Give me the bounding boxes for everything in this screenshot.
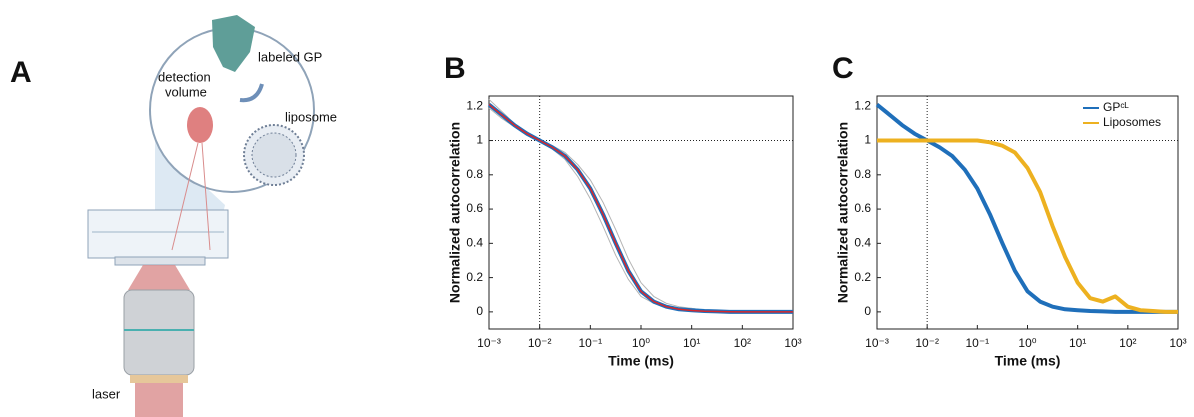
- y-axis-title: Normalized autocorrelation: [835, 122, 851, 303]
- x-tick-label: 10²: [734, 336, 751, 350]
- x-tick-label: 10⁻¹: [578, 336, 602, 350]
- x-tick-label: 10⁻¹: [965, 336, 989, 350]
- detection-volume: [187, 107, 213, 143]
- y-tick-label: 1.2: [466, 98, 483, 112]
- legend-label: Liposomes: [1103, 115, 1161, 129]
- panel-label: B: [444, 52, 466, 85]
- x-tick-label: 10⁰: [1018, 336, 1036, 350]
- objective-ring: [130, 375, 188, 383]
- series-line: [877, 138, 1178, 314]
- liposome-label: liposome: [285, 109, 337, 124]
- y-tick-label: 0.4: [854, 236, 871, 250]
- liposome-inner: [251, 132, 297, 178]
- x-tick-label: 10⁰: [632, 336, 650, 350]
- x-tick-label: 10²: [1119, 336, 1136, 350]
- panel: B 0 0.2 0.4 0.6 0.8 1 1.2 10⁻³ 10⁻² 10⁻¹ 10⁰ 10¹ 10² 1…: [444, 52, 802, 369]
- y-tick-label: 0.2: [854, 270, 871, 284]
- x-axis-title: Time (ms): [995, 353, 1061, 369]
- y-tick-label: 0.2: [466, 270, 483, 284]
- y-tick-label: 0.6: [466, 201, 483, 215]
- laser-label: laser: [92, 386, 121, 401]
- detection-label: volume: [165, 84, 207, 99]
- x-tick-label: 10¹: [1069, 336, 1086, 350]
- panel-label: A: [10, 56, 32, 89]
- objective: [123, 289, 195, 376]
- pointer: [171, 142, 199, 251]
- y-tick-label: 0.8: [854, 167, 871, 181]
- detection-label: detection: [158, 69, 211, 84]
- y-tick-label: 1: [864, 133, 871, 147]
- dish-base: [114, 256, 206, 266]
- x-axis-title: Time (ms): [608, 353, 674, 369]
- x-tick-label: 10⁻²: [915, 336, 939, 350]
- y-tick-label: 0: [864, 304, 871, 318]
- legend-label: GPᶜᴸ: [1103, 100, 1129, 114]
- plot-frame: [876, 95, 1179, 330]
- x-tick-label: 10⁻³: [477, 336, 501, 350]
- panel-label: C: [832, 52, 854, 85]
- protein: [212, 15, 255, 72]
- plot-frame: [488, 95, 794, 330]
- y-tick-label: 0: [476, 304, 483, 318]
- y-tick-label: 0.4: [466, 236, 483, 250]
- laser-beam: [135, 383, 183, 417]
- x-tick-label: 10¹: [683, 336, 700, 350]
- y-tick-label: 0.8: [466, 167, 483, 181]
- y-tick-label: 1.2: [854, 98, 871, 112]
- series-line: [488, 104, 793, 313]
- panel-a: A laser labeled GP detection volume lipo…: [10, 15, 337, 417]
- panel: C 0 0.2 0.4 0.6 0.8 1 1.2 10⁻³ 10⁻² 10⁻¹ 10⁰ 10¹ 10² 1…: [832, 52, 1187, 369]
- dish: [87, 209, 229, 259]
- arrow: [239, 83, 264, 103]
- x-tick-label: 10⁻³: [865, 336, 889, 350]
- pointer: [201, 142, 211, 251]
- y-tick-label: 0.6: [854, 201, 871, 215]
- x-tick-label: 10³: [1169, 336, 1186, 350]
- x-tick-label: 10⁻²: [528, 336, 552, 350]
- beam: [128, 265, 190, 290]
- x-tick-label: 10³: [784, 336, 801, 350]
- labeled-gp-label: labeled GP: [258, 49, 322, 64]
- y-tick-label: 1: [476, 133, 483, 147]
- y-axis-title: Normalized autocorrelation: [447, 122, 463, 303]
